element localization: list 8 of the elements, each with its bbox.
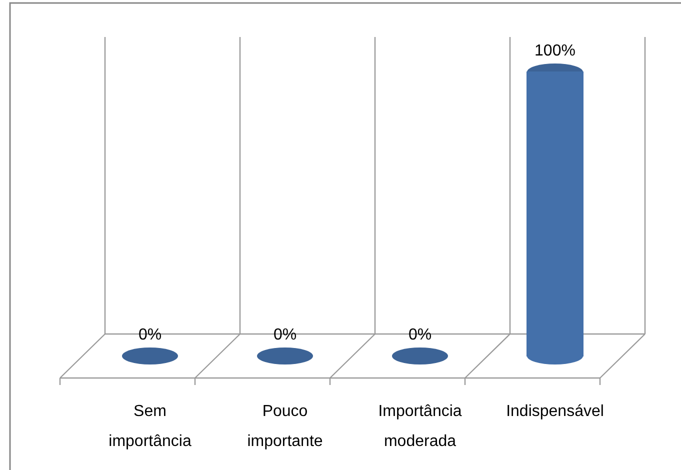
- x-tick-label: Pouco importante: [247, 403, 323, 450]
- x-tick-label: Importância moderada: [378, 403, 462, 450]
- data-label: 0%: [273, 326, 297, 344]
- data-label: 0%: [408, 326, 432, 344]
- x-tick-label: Sem importância: [108, 403, 192, 450]
- data-label: 100%: [534, 42, 576, 60]
- data-label: 0%: [138, 326, 162, 344]
- x-tick-label: Indispensável: [506, 403, 604, 420]
